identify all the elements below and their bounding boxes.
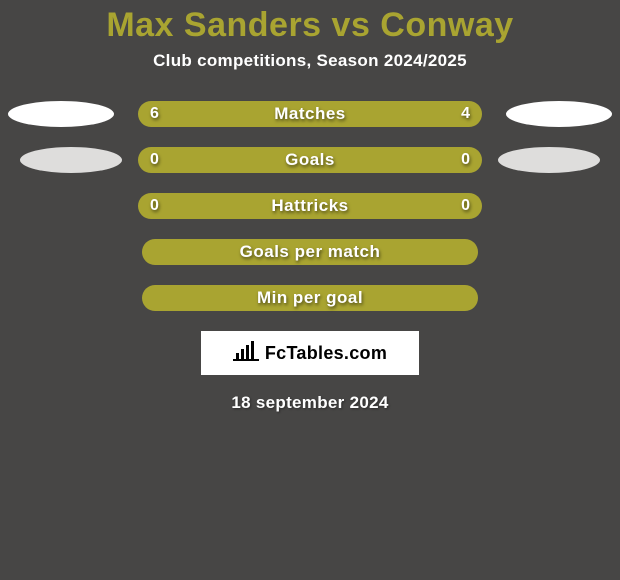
date-line: 18 september 2024 [0, 393, 620, 413]
stat-label: Matches [274, 104, 346, 124]
stat-value-left: 0 [150, 193, 159, 219]
stat-bar: Min per goal [142, 285, 478, 311]
stat-value-left: 6 [150, 101, 159, 127]
left-ellipse [20, 147, 122, 173]
stat-row: Goals per match [0, 239, 620, 265]
right-ellipse [498, 147, 600, 173]
stat-value-right: 0 [461, 147, 470, 173]
stat-row: Hattricks 0 0 [0, 193, 620, 219]
stat-rows: Matches 6 4 Goals 0 0 Hattricks 0 0 Goals per mat… [0, 101, 620, 311]
stat-row: Min per goal [0, 285, 620, 311]
page-title: Max Sanders vs Conway [0, 0, 620, 45]
stat-bar: Goals [138, 147, 482, 173]
stat-label: Hattricks [271, 196, 348, 216]
stat-bar: Goals per match [142, 239, 478, 265]
logo-box: FcTables.com [201, 331, 419, 375]
stat-value-left: 0 [150, 147, 159, 173]
stat-row: Goals 0 0 [0, 147, 620, 173]
stat-label: Goals [285, 150, 335, 170]
stat-label: Goals per match [240, 242, 381, 262]
left-ellipse [8, 101, 114, 127]
stat-value-right: 4 [461, 101, 470, 127]
stat-row: Matches 6 4 [0, 101, 620, 127]
bar-chart-icon [233, 341, 259, 366]
stat-label: Min per goal [257, 288, 363, 308]
right-ellipse [506, 101, 612, 127]
stat-bar: Hattricks [138, 193, 482, 219]
stat-bar: Matches [138, 101, 482, 127]
stat-value-right: 0 [461, 193, 470, 219]
page-subtitle: Club competitions, Season 2024/2025 [0, 51, 620, 71]
logo-text: FcTables.com [265, 343, 387, 364]
